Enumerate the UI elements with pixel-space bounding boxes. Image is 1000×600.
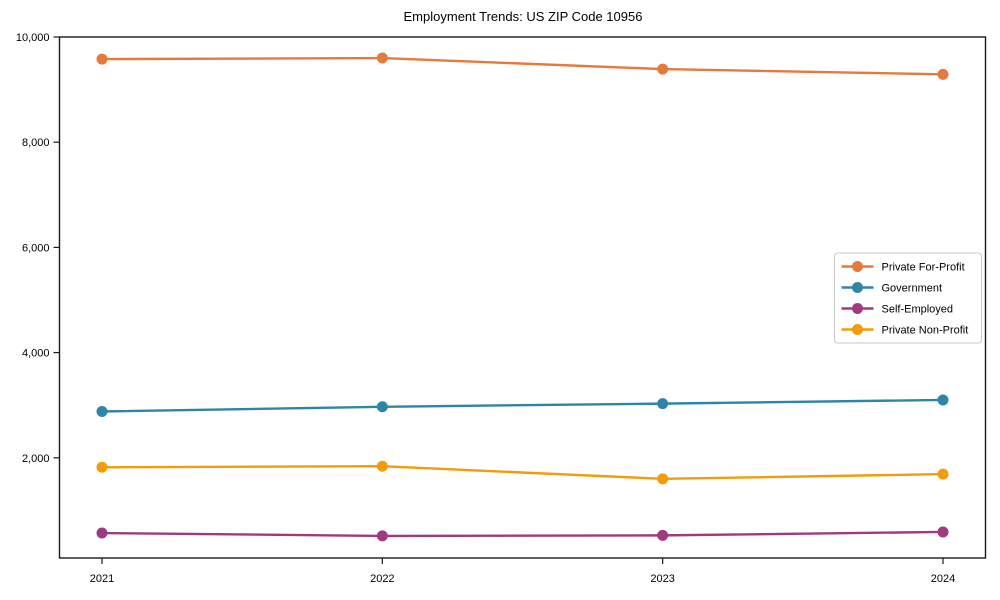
data-point-marker <box>657 398 669 410</box>
legend-item-self-employed: Self-Employed <box>841 303 954 316</box>
data-point-marker <box>376 401 388 413</box>
y-tick-label: 6,000 <box>22 242 50 254</box>
y-tick-label: 4,000 <box>22 348 50 360</box>
data-point-marker <box>376 460 388 472</box>
legend-box <box>834 252 982 344</box>
series-line <box>100 398 945 413</box>
series-private-non-profit <box>96 460 949 485</box>
plot-frame <box>58 36 987 559</box>
data-point-marker <box>96 406 108 418</box>
series-self-employed <box>96 526 949 542</box>
y-tick-label: 10,000 <box>16 32 50 44</box>
data-point-marker <box>96 53 108 65</box>
x-tick-label: 2022 <box>370 573 394 585</box>
x-tick-label: 2024 <box>931 573 955 585</box>
legend-item-private-non-profit: Private Non-Profit <box>841 324 969 337</box>
data-point-marker <box>96 461 108 473</box>
legend-item-government: Government <box>841 282 943 295</box>
y-tick-label: 2,000 <box>22 453 50 465</box>
legend-label: Self-Employed <box>882 304 954 316</box>
legend: Private For-Profit Government Self-Employe… <box>834 252 982 344</box>
y-axis: 2,000 4,000 6,000 8,000 10,000 <box>16 32 60 465</box>
series-private-for-profit <box>96 52 949 80</box>
data-point-marker <box>376 52 388 64</box>
data-point-marker <box>937 526 949 538</box>
chart-title: Employment Trends: US ZIP Code 10956 <box>403 9 643 24</box>
data-point-marker <box>657 473 669 485</box>
data-point-marker <box>657 529 669 541</box>
legend-label: Private For-Profit <box>882 262 965 274</box>
legend-label: Private Non-Profit <box>882 325 969 337</box>
legend-marker-dot <box>852 324 863 335</box>
x-axis: 2021 2022 2023 2024 <box>90 558 955 585</box>
legend-label: Government <box>882 283 943 295</box>
data-point-marker <box>937 394 949 406</box>
x-tick-label: 2023 <box>650 573 674 585</box>
series-line <box>100 530 945 538</box>
data-point-marker <box>937 68 949 80</box>
data-point-marker <box>96 527 108 539</box>
series-government <box>96 394 949 418</box>
legend-item-private-for-profit: Private For-Profit <box>841 261 965 274</box>
data-point-marker <box>937 468 949 480</box>
data-point-marker <box>657 63 669 75</box>
legend-marker-dot <box>852 282 863 293</box>
y-tick-label: 8,000 <box>22 137 50 149</box>
series-line <box>100 465 945 481</box>
data-point-marker <box>376 530 388 542</box>
legend-marker-dot <box>852 303 863 314</box>
series-line <box>100 56 945 76</box>
x-tick-label: 2021 <box>90 573 114 585</box>
legend-marker-dot <box>852 261 863 272</box>
